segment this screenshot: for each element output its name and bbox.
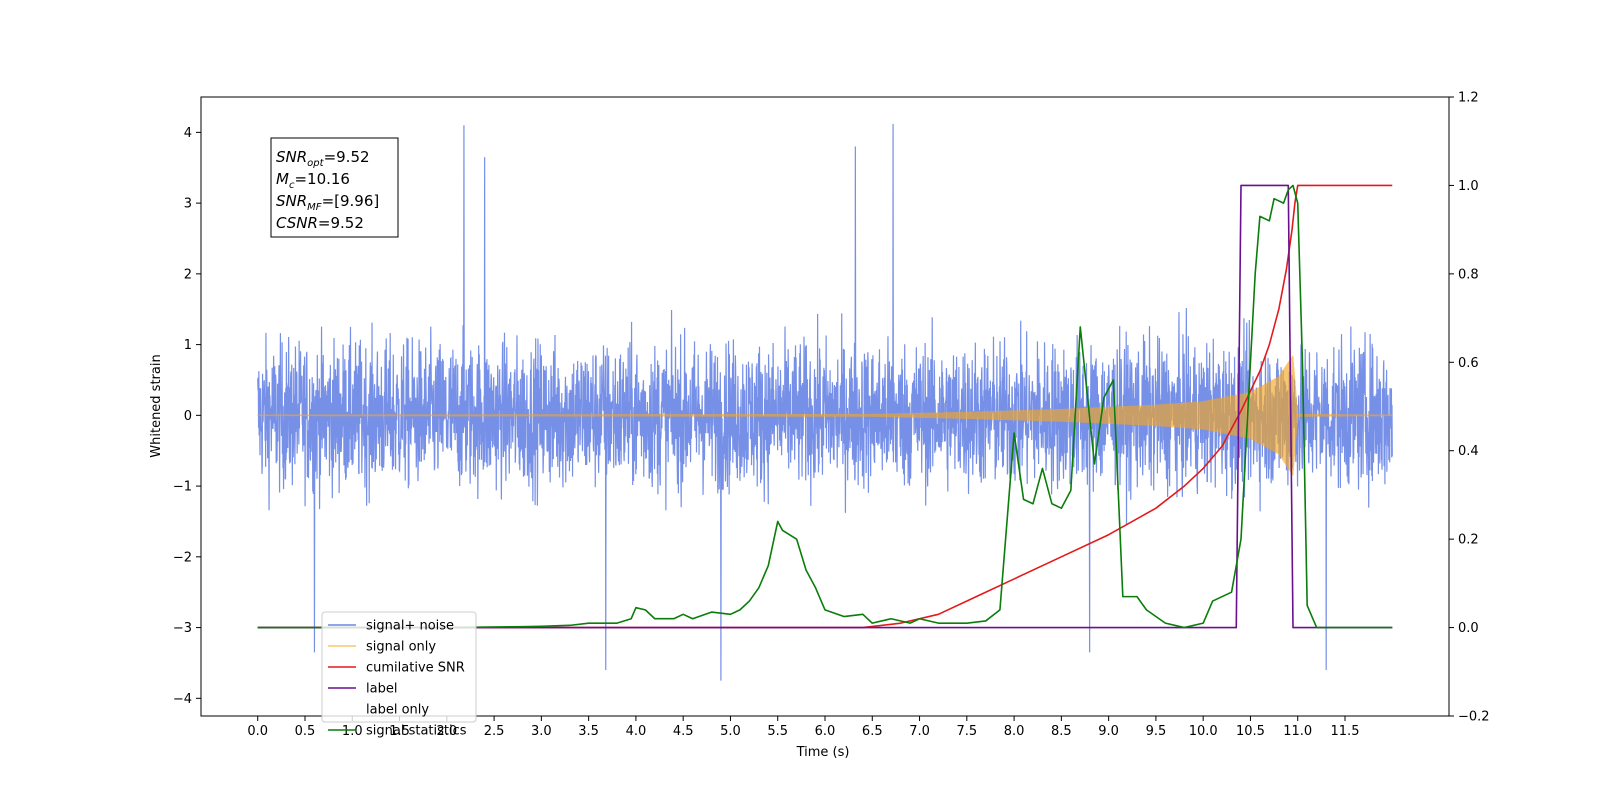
series-layer xyxy=(257,123,1393,681)
annotation-value: =9.52 xyxy=(318,214,364,232)
x-tick-label: 3.0 xyxy=(531,724,552,739)
y-right-tick-label: −0.2 xyxy=(1458,710,1490,725)
annotation-value: =[9.96] xyxy=(322,192,380,210)
annotation-symbol: M xyxy=(276,170,289,188)
legend-label: signal only xyxy=(366,640,436,655)
x-tick-label: 10.5 xyxy=(1236,724,1265,739)
x-tick-label: 0.5 xyxy=(295,724,316,739)
y-right-tick-label: 1.2 xyxy=(1458,91,1479,106)
x-tick-label: 10.0 xyxy=(1189,724,1218,739)
x-tick-label: 9.5 xyxy=(1146,724,1167,739)
y-right-tick-label: 0.0 xyxy=(1458,621,1479,636)
x-tick-label: 8.0 xyxy=(1004,724,1025,739)
legend-label: cumilative SNR xyxy=(366,661,465,676)
legend-label: label only xyxy=(366,703,429,718)
y-left-tick-label: −1 xyxy=(173,480,192,495)
y-right-tick-label: 0.8 xyxy=(1458,267,1479,282)
x-tick-label: 7.5 xyxy=(956,724,977,739)
legend-label: label xyxy=(366,682,397,697)
annotation-symbol: SNR xyxy=(276,148,307,166)
y-left-tick-label: 4 xyxy=(184,126,192,141)
x-tick-label: 2.5 xyxy=(484,724,505,739)
x-tick-label: 5.5 xyxy=(767,724,788,739)
y-left-tick-label: 2 xyxy=(184,267,192,282)
y-axis-right: −0.2 0.0 0.2 0.4 0.6 0.8 1.0 1.2 xyxy=(1449,91,1490,725)
x-tick-label: 0.0 xyxy=(247,724,268,739)
y-right-tick-label: 0.4 xyxy=(1458,444,1479,459)
series-signal-statistics xyxy=(257,184,1393,629)
annotation-symbol: SNR xyxy=(276,192,307,210)
series-signal-only xyxy=(257,355,1393,476)
legend-label: signal statistics xyxy=(366,724,467,739)
x-tick-label: 1.5 xyxy=(389,724,410,739)
x-tick-label: 6.0 xyxy=(815,724,836,739)
x-tick-label: 7.0 xyxy=(909,724,930,739)
y-left-tick-label: 0 xyxy=(184,409,192,424)
y-left-tick-label: −4 xyxy=(173,692,192,707)
x-tick-label: 4.5 xyxy=(673,724,694,739)
annotation-line: SNRMF=[9.96] xyxy=(276,192,379,213)
x-tick-label: 6.5 xyxy=(862,724,883,739)
y-right-tick-label: 1.0 xyxy=(1458,179,1479,194)
x-tick-label: 2.0 xyxy=(436,724,457,739)
x-tick-label: 3.5 xyxy=(578,724,599,739)
y-left-tick-label: 3 xyxy=(184,197,192,212)
annotation-value: =10.16 xyxy=(294,170,350,188)
x-tick-label: 4.0 xyxy=(626,724,647,739)
annotation-subscript: c xyxy=(289,180,295,191)
annotation-value: =9.52 xyxy=(324,148,370,166)
x-tick-label: 11.0 xyxy=(1283,724,1312,739)
x-axis-label: Time (s) xyxy=(796,745,850,760)
annotation-subscript: opt xyxy=(307,158,324,169)
y-left-tick-label: −3 xyxy=(173,621,192,636)
x-tick-label: 9.0 xyxy=(1098,724,1119,739)
annotation-symbol: CSNR xyxy=(276,214,318,232)
x-axis: 0.0 0.5 1.0 1.5 2.0 2.5 3.0 3.5 4.0 4.5 5.0 5.5 6.0 6… xyxy=(247,716,1359,739)
y-right-tick-label: 0.2 xyxy=(1458,533,1479,548)
series-label xyxy=(257,184,1393,629)
x-tick-label: 8.5 xyxy=(1051,724,1072,739)
y-left-tick-label: −2 xyxy=(173,550,192,565)
x-tick-label: 11.5 xyxy=(1331,724,1360,739)
y-left-tick-label: 1 xyxy=(184,338,192,353)
legend-label: signal+ noise xyxy=(366,619,454,634)
y-axis-left: −4 −3 −2 −1 0 1 2 3 4 xyxy=(173,126,201,707)
legend: signal+ noise signal only cumilative SNR la… xyxy=(321,611,477,739)
y-right-tick-label: 0.6 xyxy=(1458,356,1479,371)
annotation-line: CSNR=9.52 xyxy=(276,214,364,232)
x-tick-label: 5.0 xyxy=(720,724,741,739)
x-tick-label: 1.0 xyxy=(342,724,363,739)
y-axis-left-label: Whitened strain xyxy=(149,354,164,457)
annotation-line: Mc=10.16 xyxy=(276,170,350,191)
annotation-line: SNRopt=9.52 xyxy=(276,148,370,169)
annotation-frame xyxy=(270,137,399,238)
legend-frame xyxy=(321,611,477,723)
series-cumulative-snr xyxy=(257,184,1393,629)
annotation-subscript: MF xyxy=(307,202,322,213)
